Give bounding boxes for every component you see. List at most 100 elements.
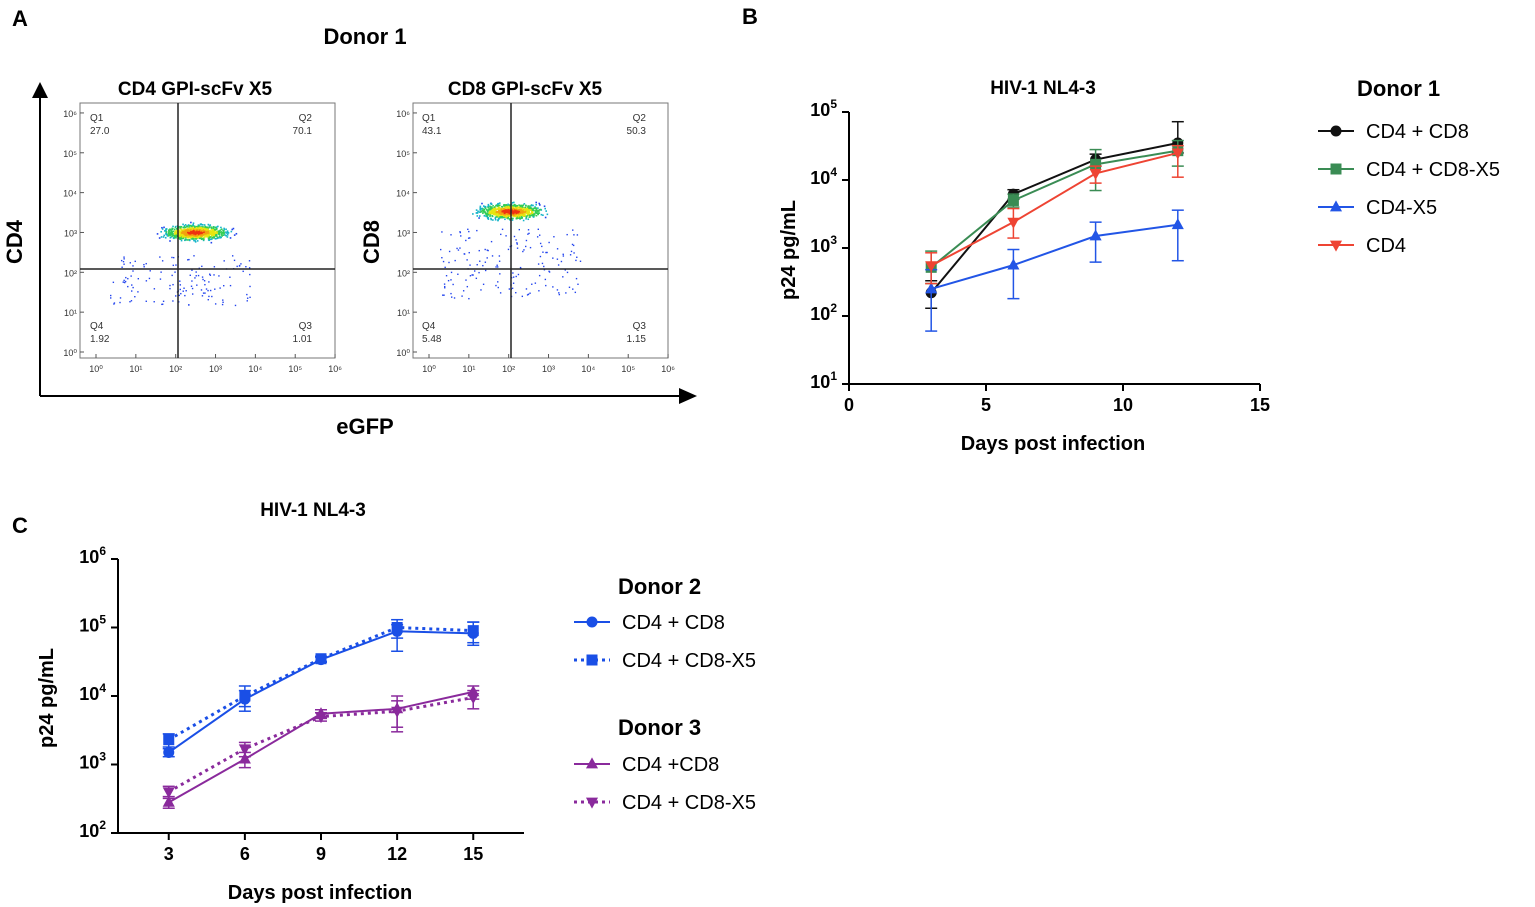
flow-plot-1-event <box>221 303 224 306</box>
flow-plot-1-event <box>224 234 226 236</box>
flow-plot-1-event <box>184 238 187 241</box>
chart-b-series-4-line <box>930 151 1179 267</box>
legend-b-label-1: CD4 + CD8 <box>1366 121 1469 143</box>
flow-plot-2-event <box>519 206 522 208</box>
flow-plot-1-event <box>178 236 180 239</box>
flow-plot-1-event <box>194 229 197 232</box>
flow-plot-2-event <box>575 259 577 262</box>
flow-plot-2-event <box>524 212 526 214</box>
flow-plot-2-event <box>522 209 525 211</box>
flow-plot-1-event <box>174 271 176 273</box>
flow-plot-2-event <box>515 275 517 278</box>
flow-plot-1-event <box>130 290 133 292</box>
flow-plot-1-event <box>195 226 197 228</box>
flow-plot-1-event <box>205 229 208 231</box>
flow-plot-2-event <box>529 213 532 215</box>
flow-plot-2-x-tick-label: 10³ <box>542 364 555 374</box>
flow-plot-2-event <box>482 212 484 215</box>
flow-plot-1-event <box>199 230 201 233</box>
flow-plot-1-event <box>230 230 233 233</box>
flow-plot-2-event <box>488 208 490 211</box>
flow-plot-1-event <box>205 288 208 290</box>
flow-plot-1-event <box>223 232 225 235</box>
flow-plot-2-event <box>498 255 501 257</box>
flow-plot-1-event <box>194 277 196 279</box>
flow-plot-2-event <box>535 207 538 209</box>
flow-plot-2-event <box>521 216 524 219</box>
flow-plot-1-event <box>174 230 177 232</box>
flow-plot-1-event <box>207 227 210 230</box>
flow-plot-2-event <box>514 215 516 217</box>
flow-plot-1-event <box>210 227 213 230</box>
flow-plot-2-event <box>495 204 498 207</box>
flow-plot-2-event <box>527 207 530 210</box>
flow-plot-1-event <box>179 280 181 282</box>
flow-plot-2-event <box>544 216 547 219</box>
flow-plot-1-q2-name: Q2 <box>299 113 313 124</box>
flow-plot-2-event <box>444 266 446 269</box>
flow-plot-1-q4-value: 1.92 <box>90 334 110 345</box>
flow-plot-1-frame <box>79 102 336 359</box>
flow-plot-2-event <box>538 202 541 205</box>
flow-plot-2-event <box>498 206 501 209</box>
flow-plot-2-event <box>484 269 487 272</box>
flow-plot-2-event <box>487 217 490 219</box>
flow-plot-2-event <box>497 202 500 205</box>
flow-plot-2-event <box>519 266 522 269</box>
flow-plot-1-event <box>204 231 207 233</box>
flow-plot-2-event <box>536 236 539 238</box>
flow-plot-1-q3-value: 1.01 <box>293 334 313 345</box>
flow-plot-1-event <box>188 230 191 232</box>
flow-plot-2-event <box>497 205 500 208</box>
flow-plot-2-event <box>505 235 507 237</box>
flow-plot-2-event <box>487 205 490 207</box>
flow-plot-2-event <box>482 205 485 207</box>
flow-plot-2-event <box>535 203 538 206</box>
flow-plot-1-event <box>192 229 195 232</box>
flow-plot-1-event <box>202 234 205 236</box>
flow-plot-2-event <box>573 234 575 236</box>
flow-plot-2-event <box>443 294 445 296</box>
flow-plot-1-event <box>131 284 133 286</box>
flow-plot-1-event <box>207 298 209 301</box>
flow-plot-2-event <box>501 212 504 215</box>
flow-plot-1-event <box>197 232 200 235</box>
flow-plot-1-event <box>180 239 183 242</box>
legend-c-label-1: CD4 + CD8 <box>622 612 725 634</box>
flow-plot-1-q4-name: Q4 <box>90 321 104 332</box>
flow-plot-2-ticks: 10⁰ 10⁰ 10¹ 10¹ 10² 10² 10³ 10³ 10⁴ 10⁴ 10⁵ 10⁵ 10⁶ 1… <box>396 109 675 374</box>
flow-plot-1-event <box>171 232 174 235</box>
flow-plot-1-event <box>202 292 205 294</box>
chart-c-series-3-point <box>162 795 175 807</box>
flow-plot-2-event <box>535 214 538 217</box>
flow-plot-1-event <box>194 232 196 235</box>
flow-plot-2-event <box>482 283 485 286</box>
flow-plot-1-event <box>174 234 177 236</box>
flow-plot-2-event <box>506 207 509 210</box>
flow-plot-1-event <box>185 236 188 238</box>
flow-plot-2-event <box>482 264 484 267</box>
flow-plot-1-event <box>220 231 222 233</box>
flow-plot-1-event <box>189 233 191 236</box>
flow-plot-2-event <box>503 205 506 207</box>
flow-plot-1-y-tick-label: 10³ <box>64 228 77 238</box>
flow-plot-2-event <box>572 288 574 290</box>
flow-plot-2-event <box>512 206 514 208</box>
flow-plot-1-event <box>180 292 182 295</box>
flow-plot-2-event <box>512 214 515 216</box>
flow-plot-1-event <box>168 234 171 236</box>
flow-plot-1-event <box>196 284 198 286</box>
flow-plot-2-event <box>498 208 501 210</box>
flow-plot-1-event <box>190 229 192 231</box>
flow-plot-2-event <box>528 209 530 211</box>
flow-plot-2-event <box>497 211 500 214</box>
panel-letter-c: C <box>12 513 28 538</box>
flow-plot-1-event <box>183 287 185 289</box>
chart-c-series-4-point <box>238 744 251 756</box>
flow-plot-1-event <box>213 233 215 236</box>
flow-plot-1-event <box>197 227 200 230</box>
flow-plot-2-event <box>478 211 481 213</box>
flow-plot-2-event <box>497 213 500 216</box>
flow-plot-1-event <box>129 262 132 264</box>
flow-plot-1-event <box>203 227 206 230</box>
